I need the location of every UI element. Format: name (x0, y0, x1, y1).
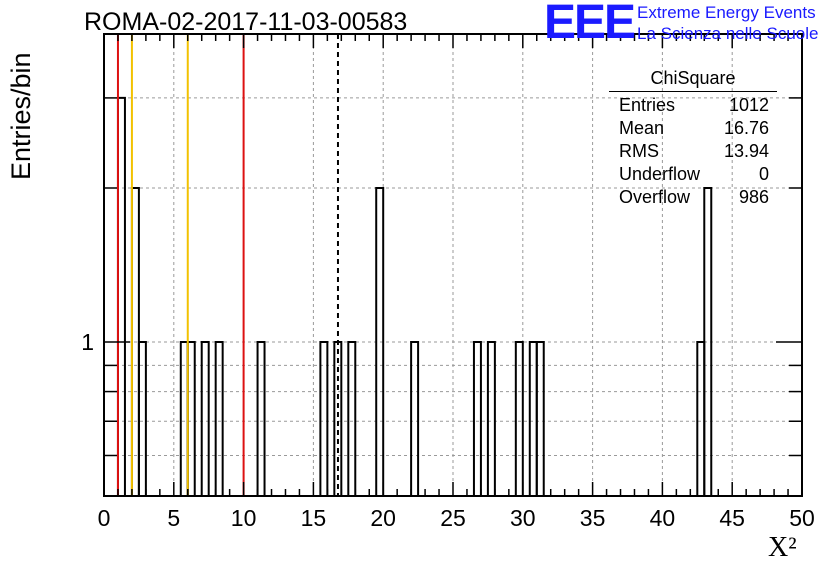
histogram-bar (375, 187, 385, 496)
x-tick-label: 45 (719, 505, 745, 531)
y-tick-label: 1 (81, 329, 94, 355)
x-axis-label: X² (768, 532, 797, 563)
logo-line-1: Extreme Energy Events (637, 3, 816, 22)
x-tick-label: 15 (301, 505, 327, 531)
stats-value: 16.76 (723, 118, 769, 138)
histogram-bar (200, 341, 210, 496)
x-tick-label: 5 (167, 505, 180, 531)
stats-value: 0 (758, 164, 769, 184)
x-tick-label: 50 (789, 505, 815, 531)
histogram-bar (472, 341, 482, 496)
stats-row-underflow: Underflow 0 (609, 163, 777, 186)
x-tick-label: 30 (510, 505, 536, 531)
stats-value: 986 (738, 187, 769, 207)
stats-value: 1012 (728, 95, 769, 115)
stats-row-entries: Entries 1012 (609, 94, 777, 117)
stats-label: RMS (619, 141, 659, 161)
stats-title: ChiSquare (609, 68, 777, 92)
histogram-bar (486, 341, 496, 496)
run-title: ROMA-02-2017-11-03-00583 (84, 8, 408, 36)
stats-label: Mean (619, 118, 665, 138)
stats-label: Underflow (619, 164, 701, 184)
histogram-bar (535, 341, 545, 496)
x-tick-label: 35 (580, 505, 606, 531)
x-tick-label: 10 (231, 505, 257, 531)
stats-box: ChiSquare Entries 1012 Mean 16.76 RMS 13.94… (609, 68, 777, 209)
x-tick-label: 0 (98, 505, 111, 531)
logo-line-2: La Scienza nelle Scuole (637, 24, 819, 43)
histogram-bar (256, 341, 266, 496)
stats-row-rms: RMS 13.94 (609, 140, 777, 163)
stats-row-overflow: Overflow 986 (609, 186, 777, 209)
histogram-bar (347, 341, 357, 496)
x-tick-label: 20 (370, 505, 396, 531)
histogram-bar (214, 341, 224, 496)
histogram-bar (319, 341, 329, 496)
histogram-bar (514, 341, 524, 496)
x-tick-label: 40 (650, 505, 676, 531)
histogram-bar (410, 341, 420, 496)
histogram-bar (116, 96, 126, 496)
eee-logo: EEE (544, 0, 636, 49)
histogram-bar (703, 187, 713, 496)
stats-row-mean: Mean 16.76 (609, 117, 777, 140)
y-axis-label: Entries/bin (6, 52, 36, 180)
stats-label: Entries (619, 95, 676, 115)
x-tick-label: 25 (440, 505, 466, 531)
stats-value: 13.94 (723, 141, 769, 161)
histogram-bar (137, 341, 147, 496)
stats-label: Overflow (619, 187, 691, 207)
